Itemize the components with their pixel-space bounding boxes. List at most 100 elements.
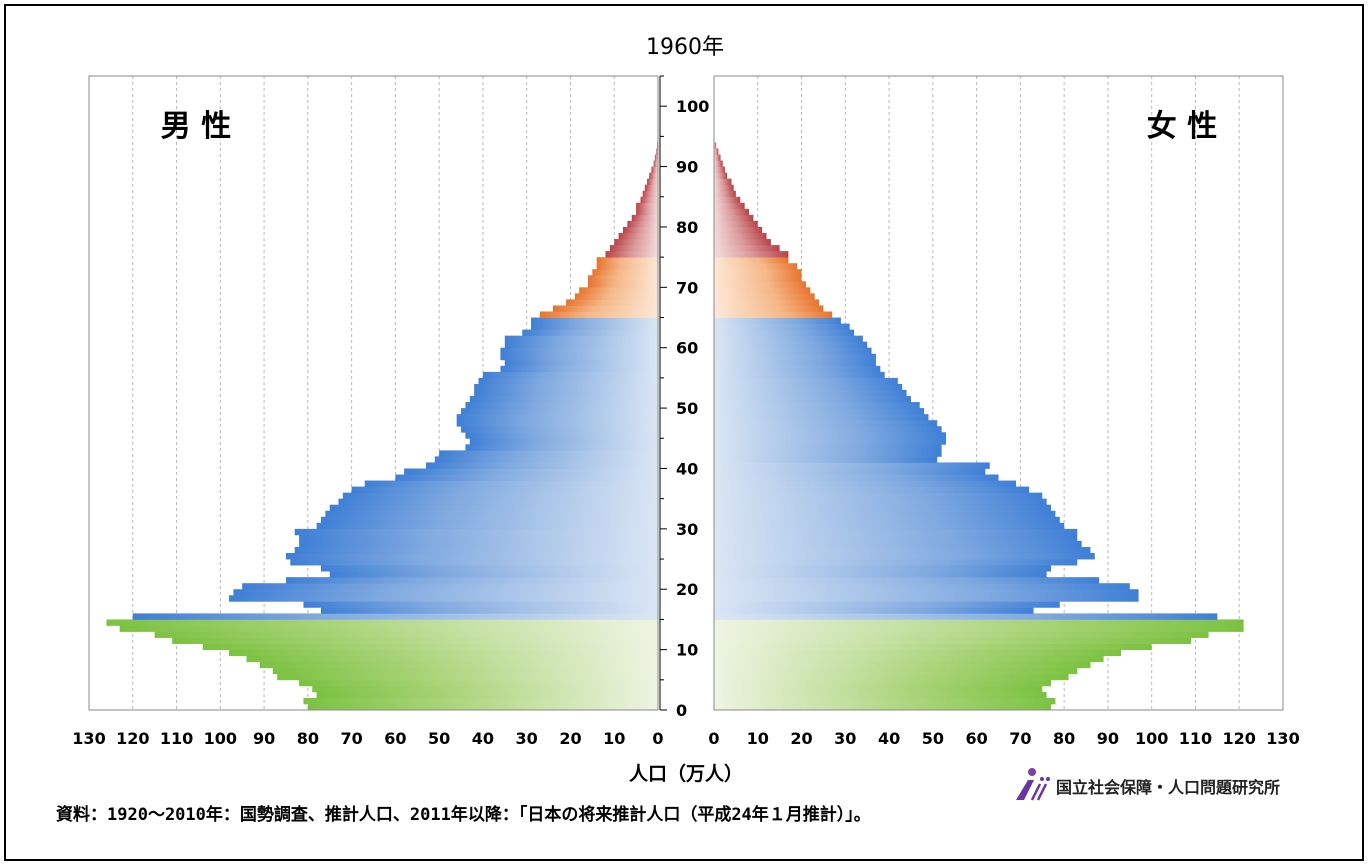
bar-female-age-75 <box>714 251 789 258</box>
bar-male-age-84 <box>640 196 658 204</box>
female-plot-area <box>713 75 1284 711</box>
x-tick-label-male: 0 <box>652 729 663 748</box>
x-tick-label-male: 130 <box>72 729 105 748</box>
x-tick-label-male: 110 <box>160 729 193 748</box>
bar-male-age-34 <box>338 498 658 506</box>
bar-male-age-3 <box>312 685 658 693</box>
bar-female-age-40 <box>714 462 990 469</box>
x-tick-label-male: 40 <box>472 729 494 748</box>
bar-female-age-62 <box>714 329 855 337</box>
bar-male-age-10 <box>202 643 659 651</box>
bar-female-age-41 <box>714 456 938 463</box>
bar-female-age-55 <box>714 371 885 379</box>
bar-male-age-86 <box>644 184 658 192</box>
bar-male-age-78 <box>618 232 658 240</box>
bar-male-age-9 <box>229 649 659 657</box>
bar-male-age-32 <box>325 510 658 518</box>
bar-female-age-81 <box>714 214 754 222</box>
y-tick-label: 100 <box>676 97 709 116</box>
x-tick-label-female: 30 <box>834 729 856 748</box>
bar-female-age-45 <box>714 432 946 439</box>
y-tick-label: 90 <box>676 158 698 177</box>
bar-female-age-18 <box>714 595 1139 602</box>
bar-female-age-79 <box>714 226 763 234</box>
x-tick-label-male: 70 <box>340 729 362 748</box>
bar-female-age-51 <box>714 396 911 403</box>
chart-frame <box>4 4 1364 861</box>
bar-male-age-53 <box>474 383 658 391</box>
x-tick-label-male: 60 <box>384 729 406 748</box>
y-tick-label: 10 <box>676 641 698 660</box>
bar-male-age-26 <box>294 546 658 554</box>
male-label: 男 性 <box>161 109 231 144</box>
bar-female-age-82 <box>714 208 750 216</box>
bar-female-age-90 <box>714 160 723 167</box>
bar-male-age-56 <box>500 365 658 373</box>
bar-female-age-15 <box>714 613 1218 620</box>
bar-female-age-17 <box>714 601 1060 608</box>
bars <box>106 142 1244 711</box>
bar-female-age-86 <box>714 184 734 192</box>
bar-female-age-85 <box>714 190 736 198</box>
bar-male-age-69 <box>579 287 658 294</box>
bar-male-age-23 <box>320 565 658 572</box>
institute-name: 国立社会保障・人口問題研究所 <box>1056 778 1281 797</box>
bar-male-age-80 <box>627 220 658 228</box>
y-tick-label: 70 <box>676 278 698 297</box>
x-tick-label-female: 0 <box>708 729 719 748</box>
bar-male-age-18 <box>229 595 659 602</box>
x-tick-label-male: 30 <box>516 729 538 748</box>
bar-female-age-35 <box>714 492 1043 500</box>
bar-female-age-7 <box>714 661 1091 669</box>
x-tick-label-female: 50 <box>922 729 944 748</box>
y-tick-label: 20 <box>676 580 698 599</box>
x-tick-label-female: 20 <box>790 729 812 748</box>
bar-female-age-58 <box>714 353 876 361</box>
bar-male-age-87 <box>647 178 658 186</box>
bar-male-age-63 <box>531 323 658 330</box>
bar-male-age-14 <box>106 619 658 626</box>
bar-male-age-8 <box>246 655 659 663</box>
bar-female-age-16 <box>714 607 1034 614</box>
bar-female-age-61 <box>714 335 863 343</box>
y-tick-label: 60 <box>676 339 698 358</box>
bar-male-age-64 <box>531 317 658 324</box>
bar-male-age-20 <box>242 583 658 590</box>
bar-female-age-39 <box>714 468 986 475</box>
x-tick-label-female: 90 <box>1097 729 1119 748</box>
bar-female-age-83 <box>714 202 745 210</box>
y-tick-label: 80 <box>676 218 698 237</box>
y-tick-label: 40 <box>676 459 698 478</box>
bar-female-age-72 <box>714 269 802 276</box>
bar-female-age-42 <box>714 450 942 457</box>
bar-female-age-84 <box>714 196 741 204</box>
female-label: 女 性 <box>1147 109 1217 144</box>
x-tick-label-female: 110 <box>1179 729 1212 748</box>
bar-male-age-88 <box>649 172 658 180</box>
bar-female-age-80 <box>714 220 758 228</box>
bar-male-age-59 <box>500 347 658 355</box>
bar-female-age-66 <box>714 305 824 312</box>
x-tick-label-male: 90 <box>253 729 275 748</box>
bar-male-age-73 <box>596 263 658 270</box>
bar-male-age-51 <box>469 396 658 403</box>
x-tick-label-female: 40 <box>878 729 900 748</box>
bar-male-age-91 <box>654 154 658 161</box>
bar-female-age-68 <box>714 293 815 300</box>
bar-male-age-55 <box>482 371 658 379</box>
bar-male-age-47 <box>456 420 658 427</box>
bar-female-age-71 <box>714 275 802 282</box>
x-tick-label-male: 120 <box>116 729 149 748</box>
bar-male-age-37 <box>364 480 658 487</box>
bar-male-age-48 <box>456 414 658 421</box>
y-tick-label: 30 <box>676 520 698 539</box>
bar-female-age-73 <box>714 263 798 270</box>
bar-female-age-52 <box>714 389 907 397</box>
bar-female-age-91 <box>714 154 721 161</box>
bar-female-age-44 <box>714 438 946 445</box>
bar-female-age-5 <box>714 673 1069 681</box>
bar-female-age-32 <box>714 510 1056 518</box>
bar-male-age-75 <box>605 251 658 258</box>
x-tick-label-female: 120 <box>1223 729 1256 748</box>
